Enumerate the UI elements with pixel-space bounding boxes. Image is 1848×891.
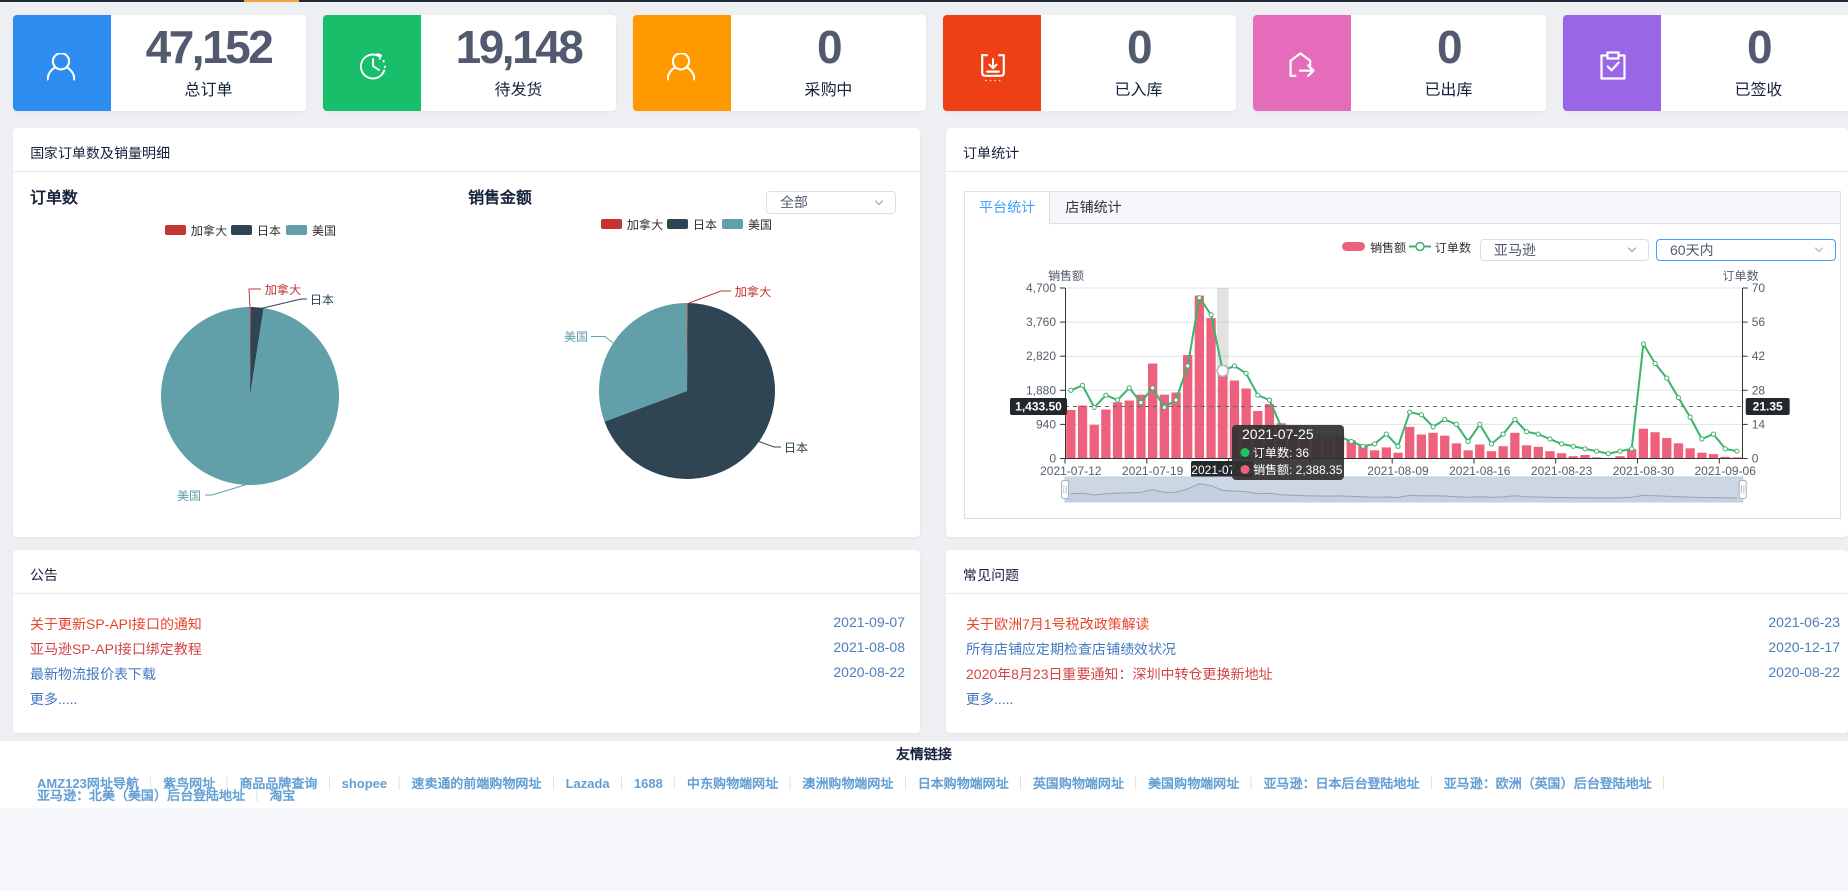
svg-text:美国: 美国 [564,330,588,344]
svg-text:美国: 美国 [177,489,201,503]
svg-text:日本: 日本 [310,293,334,307]
svg-text:日本: 日本 [693,218,717,232]
svg-text:加拿大: 加拿大 [191,224,227,238]
svg-text:加拿大: 加拿大 [265,283,301,297]
svg-text:加拿大: 加拿大 [627,218,663,232]
svg-text:加拿大: 加拿大 [735,285,771,299]
svg-text:日本: 日本 [257,224,281,238]
svg-text:美国: 美国 [312,224,336,238]
svg-text:美国: 美国 [748,218,772,232]
svg-text:日本: 日本 [784,441,808,455]
